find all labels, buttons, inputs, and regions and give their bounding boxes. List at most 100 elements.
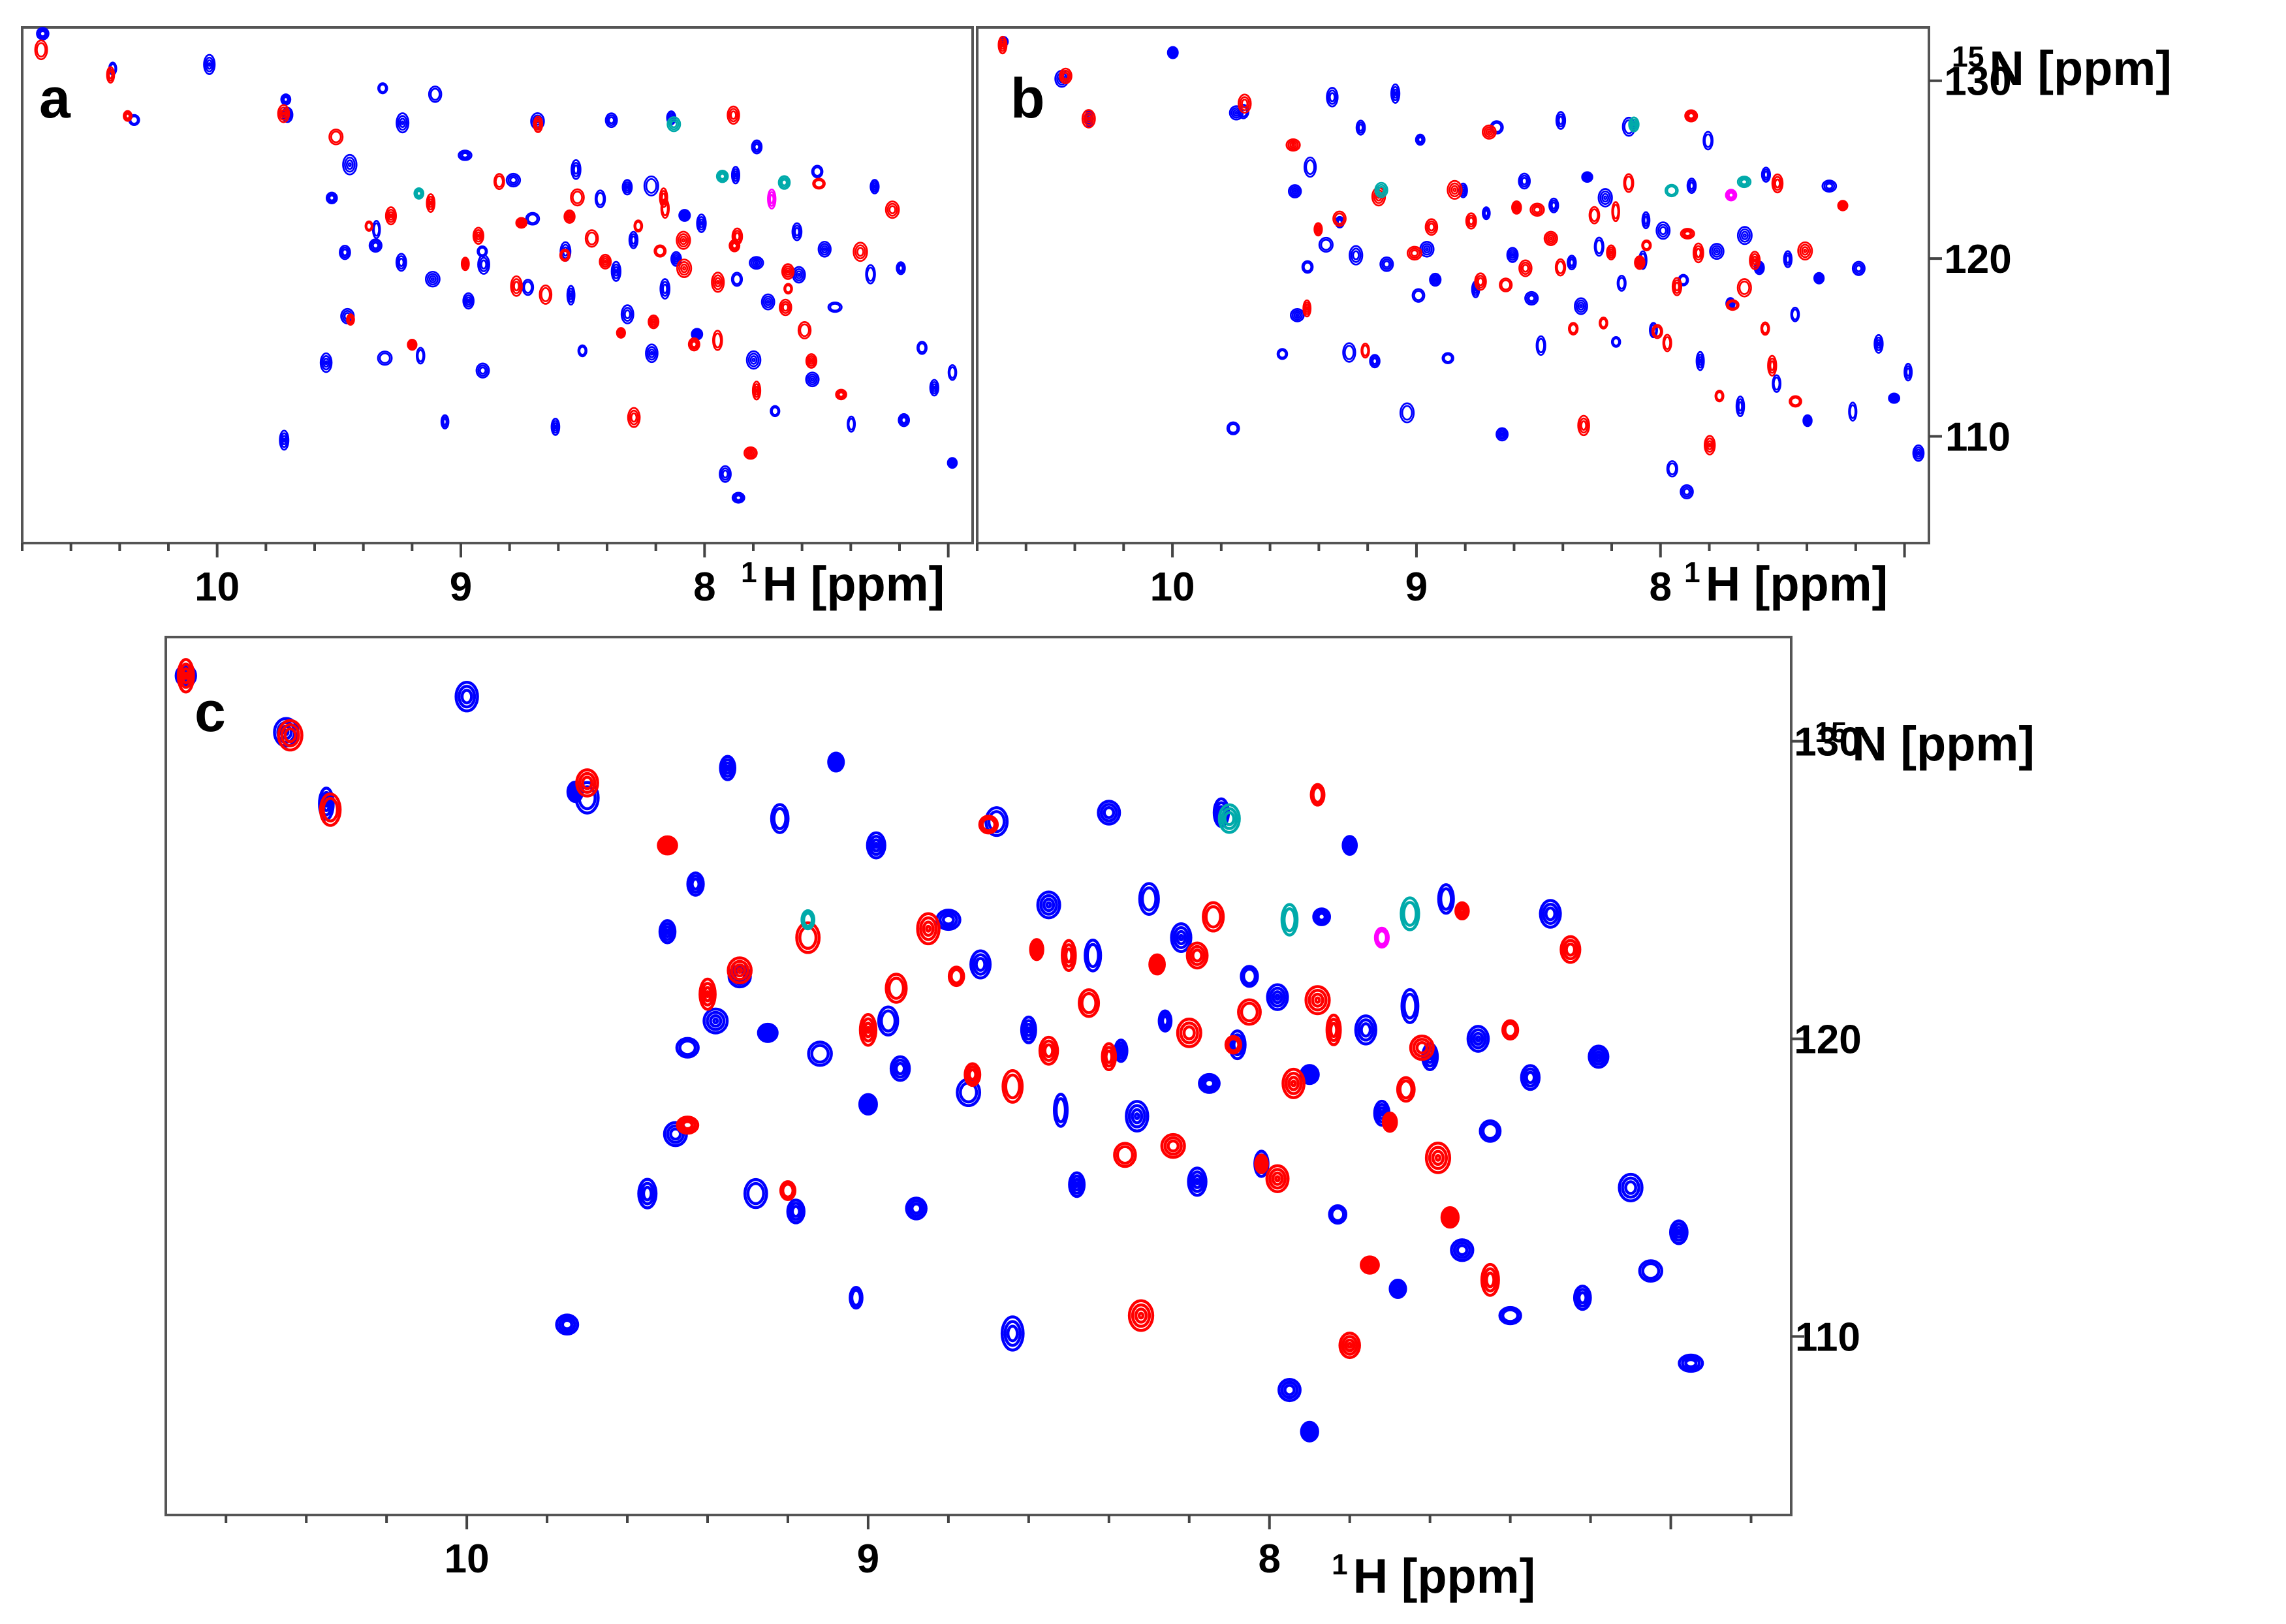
peak-contour [1608,248,1614,257]
peak-contour [474,229,483,243]
peak-contour [871,182,878,191]
peak-contour [1272,990,1284,1005]
peak-contour [478,247,487,257]
peak-contour [771,406,779,416]
peak-contour [749,256,764,270]
peak-contour [1390,83,1401,104]
peak-contour [669,1127,682,1141]
peak-contour [1312,907,1332,926]
peak-contour [604,112,618,129]
peak-contour [1163,1136,1183,1156]
peak-contour [753,383,760,398]
peak-contour [1062,72,1069,80]
peak-contour [668,118,680,131]
peak-contour [574,781,600,815]
peak-contour [688,874,703,894]
peak-contour [1406,245,1423,261]
peak-contour [1343,1338,1356,1352]
peak-contour [322,358,330,368]
peak-contour [1036,890,1061,920]
peak-contour [780,301,791,314]
peak-contour [680,236,687,245]
peak-contour [1593,236,1605,257]
peak-contour [1399,402,1415,424]
peak-contour [441,416,448,428]
peak-contour [478,257,489,272]
peak-contour [1175,929,1187,946]
peak-contour [866,266,875,282]
peak-contour [1314,224,1322,235]
peak-contour [1400,896,1420,931]
peak-contour [1412,1038,1432,1058]
peak-contour [629,409,639,426]
peak-contour [807,1040,833,1067]
peak-contour [1383,260,1390,268]
peak-contour [1503,1022,1518,1038]
peak-contour [1408,247,1421,259]
peak-contour [106,66,116,84]
peak-contour [1320,238,1332,251]
peak-contour [1041,1039,1057,1062]
peak-contour [523,281,533,294]
peak-contour [925,924,932,933]
peak-contour [871,838,882,852]
plot-frame-b [976,26,1930,544]
peak-contour [1127,1104,1146,1129]
peak-contour [1433,277,1437,282]
peak-contour [673,255,680,263]
peak-contour [808,375,817,384]
peak-contour [1054,1097,1067,1123]
peak-contour [280,432,289,448]
peak-contour [1558,116,1564,125]
peak-contour [693,330,700,337]
peak-contour [378,84,387,93]
peak-contour [1475,1035,1482,1042]
peak-contour [1791,308,1799,320]
peak-contour [1520,261,1531,275]
peak-contour [1666,185,1677,196]
peak-contour [1276,348,1289,360]
peak-contour [854,244,866,260]
peak-contour [1588,1044,1610,1069]
peak-contour [1226,421,1240,435]
peak-contour [1577,302,1585,311]
peak-contour [1188,945,1206,966]
peak-contour [781,178,788,187]
peak-contour [898,413,911,428]
peak-contour [1474,272,1487,291]
peak-contour [948,366,956,379]
peak-contour [1313,222,1323,237]
peak-contour [860,1095,876,1113]
peak-contour [711,272,725,293]
peak-contour [1341,1335,1358,1356]
peak-contour [1663,336,1671,350]
peak-contour [1187,1166,1208,1197]
peak-contour [458,149,473,161]
peak-contour [645,343,659,364]
peak-contour [1537,337,1545,354]
peak-contour [972,953,989,976]
peak-contour [1431,1149,1445,1166]
peak-contour [723,761,732,775]
peak-contour [1806,418,1809,423]
peak-contour [463,262,467,266]
peak-contour [728,239,741,253]
peak-contour [1761,323,1769,334]
peak-contour [1750,253,1760,268]
peak-contour [1127,1299,1155,1332]
peak-contour [1738,280,1751,295]
peak-contour [653,244,667,258]
peak-contour [463,260,468,268]
peak-contour [1574,297,1588,315]
peak-contour [675,1037,700,1059]
peak-contour [1727,300,1738,310]
peak-contour [646,346,657,361]
peak-contour [623,309,631,319]
peak-contour [1529,202,1545,217]
peak-contour [1390,1281,1405,1297]
peak-contour [475,362,490,379]
peak-contour [879,1009,897,1033]
peak-contour [1347,1341,1353,1349]
peak-contour [1535,335,1546,356]
